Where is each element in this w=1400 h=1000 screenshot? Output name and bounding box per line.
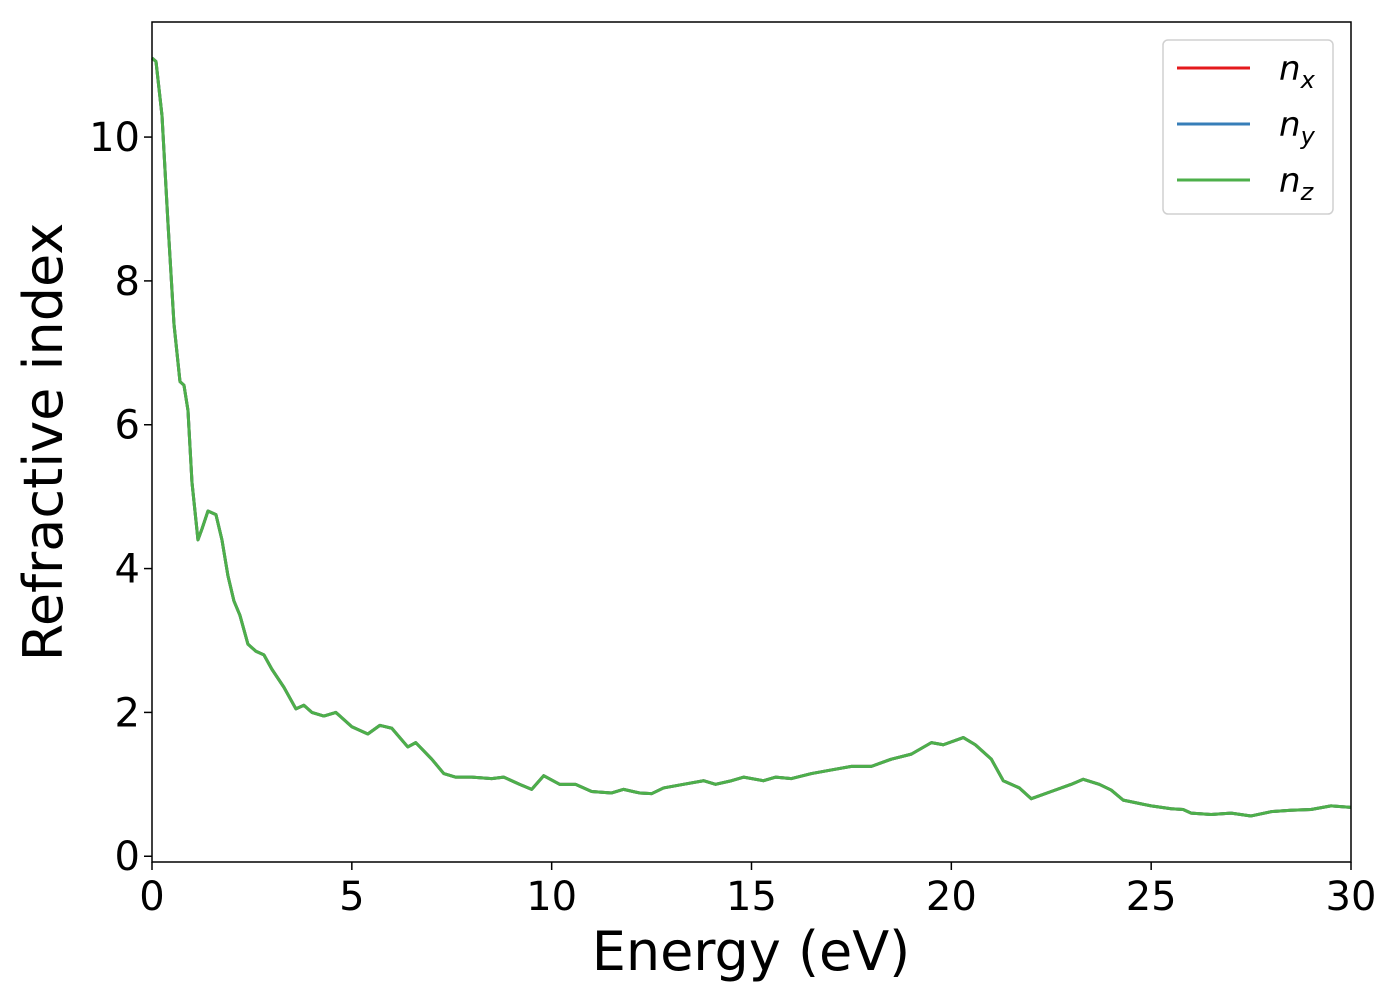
x-tick-label: 30: [1326, 874, 1377, 920]
x-tick-label: 0: [139, 874, 164, 920]
legend-label: nx: [1279, 49, 1316, 94]
legend-label: nz: [1279, 161, 1315, 206]
y-tick-label: 6: [115, 403, 140, 449]
y-tick-label: 8: [115, 259, 140, 305]
y-axis-label: Refractive index: [12, 223, 75, 662]
legend-box: [1162, 39, 1334, 215]
plot-frame: [151, 21, 1352, 863]
data-line: [150, 56, 1352, 818]
x-tick-label: 25: [1126, 874, 1177, 920]
x-tick-label: 15: [726, 874, 777, 920]
x-tick-label: 5: [339, 874, 364, 920]
y-tick-label: 10: [89, 115, 140, 161]
legend: nx ny nz: [1162, 39, 1334, 215]
x-tick-label: 20: [926, 874, 977, 920]
y-tick-label: 2: [115, 690, 140, 736]
y-tick-label: 0: [115, 834, 140, 880]
x-tick-label: 10: [526, 874, 577, 920]
legend-label: ny: [1279, 105, 1316, 150]
y-tick-label: 4: [115, 547, 140, 593]
x-axis-label: Energy (eV): [592, 920, 911, 983]
